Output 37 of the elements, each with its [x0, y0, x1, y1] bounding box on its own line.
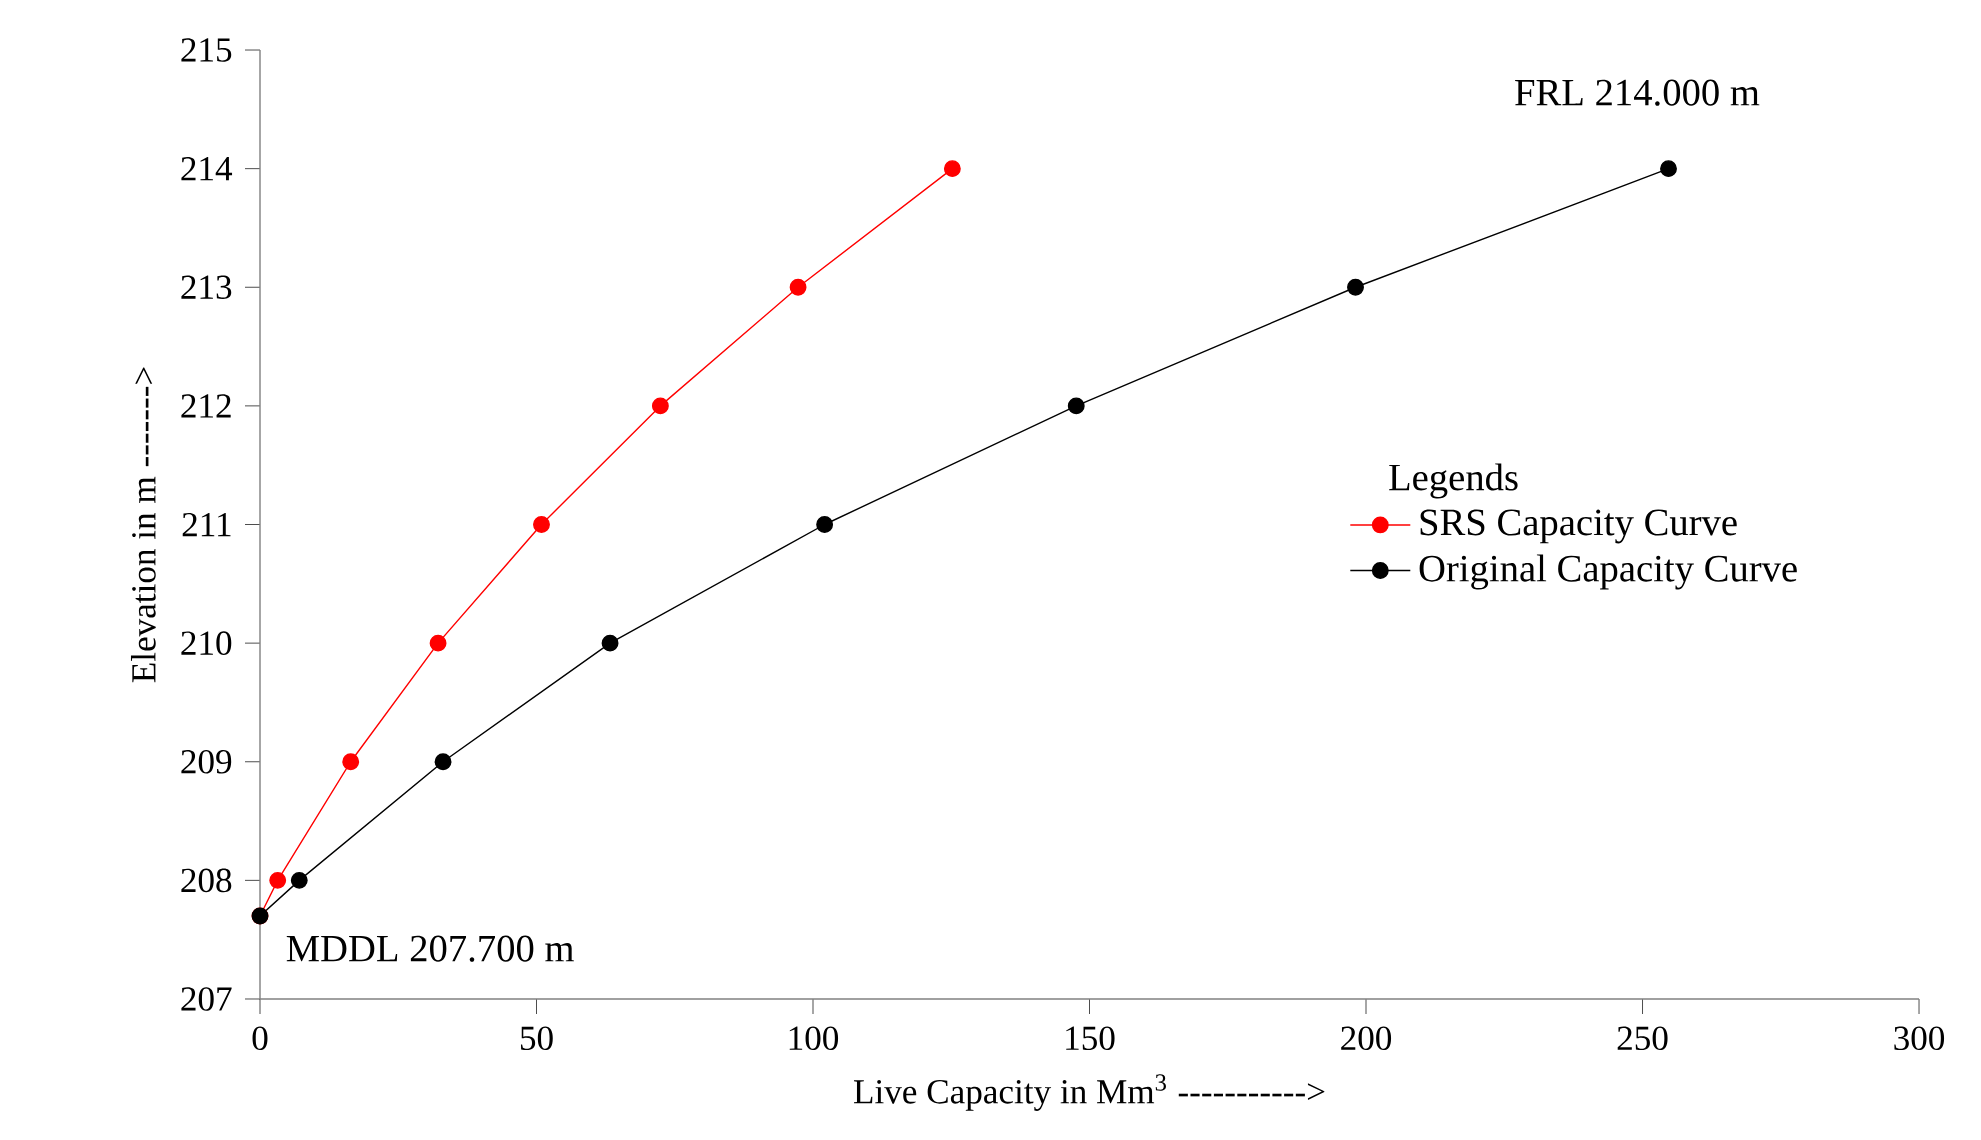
annotation: MDDL 207.700 m	[286, 935, 574, 962]
x-tick-label: 100	[789, 1026, 839, 1051]
point	[1347, 278, 1364, 296]
point	[789, 278, 807, 296]
point	[1067, 397, 1085, 415]
point	[342, 753, 360, 771]
point	[651, 397, 669, 415]
x-tick-label: 150	[1066, 1026, 1115, 1051]
y-tick-label: 212	[181, 394, 231, 418]
x-tick-label: 250	[1617, 1026, 1668, 1051]
point	[816, 516, 834, 533]
y-axis-title: Elevation in m ------->	[130, 367, 156, 683]
legend-title: Legends	[1389, 463, 1518, 499]
point	[601, 634, 619, 652]
annotation: FRL 214.000 m	[1515, 79, 1760, 106]
x-tick-label: 300	[1894, 1026, 1945, 1051]
point	[269, 871, 287, 889]
x-tick-label: 200	[1341, 1026, 1392, 1051]
y-tick-label: 207	[181, 987, 232, 1011]
x-tick-label: 50	[520, 1026, 553, 1051]
point	[943, 160, 961, 178]
point	[1660, 160, 1677, 178]
legend-label: SRS Capacity Curve	[1420, 509, 1737, 544]
y-tick-label: 213	[181, 275, 232, 300]
y-tick-label: 215	[181, 38, 232, 62]
y-tick-label: 208	[181, 868, 232, 893]
y-tick-label: 210	[181, 631, 232, 655]
point	[429, 634, 447, 652]
y-tick-label: 214	[181, 157, 233, 181]
y-tick-label: 211	[182, 512, 231, 537]
point	[434, 753, 452, 771]
legend-label: Original Capacity Curve	[1419, 554, 1797, 590]
x-axis-title: Live Capacity in Mm$^{3}$ ----------->	[853, 1074, 1325, 1111]
x-tick-label: 0	[252, 1026, 268, 1051]
point	[533, 516, 550, 533]
y-tick-label: 209	[181, 749, 232, 774]
point	[290, 871, 308, 889]
